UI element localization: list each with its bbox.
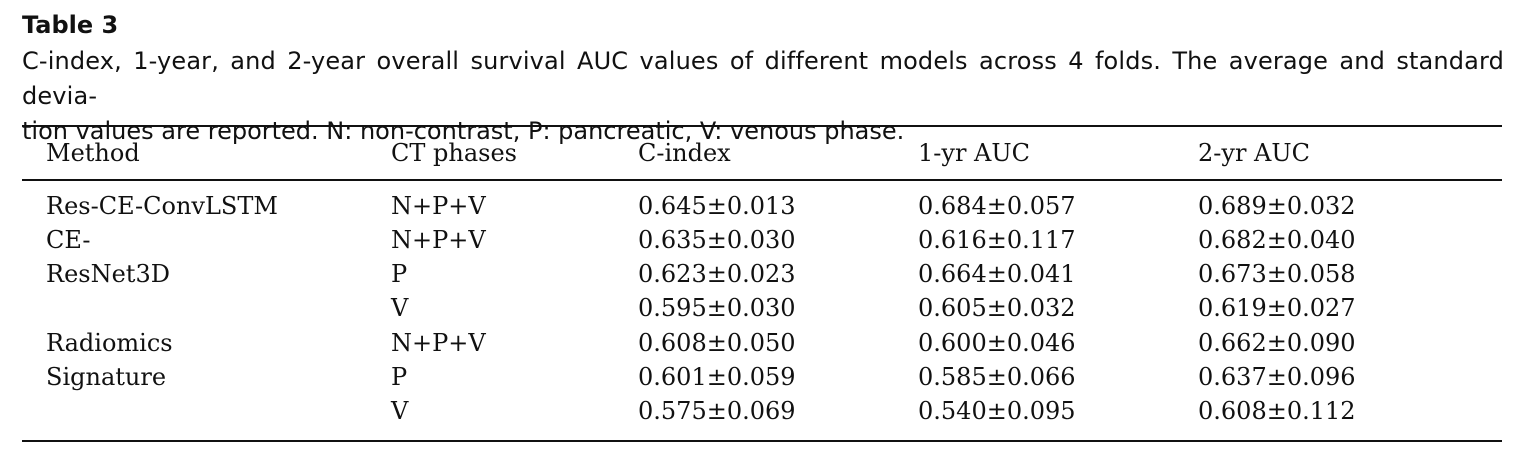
cell-c-index: 0.608±0.050 (638, 329, 796, 357)
table-caption: C-index, 1-year, and 2-year overall surv… (22, 44, 1504, 149)
cell-c-index: 0.601±0.059 (638, 363, 796, 391)
cell-ct-phases: P (391, 363, 408, 391)
cell-2yr-auc: 0.637±0.096 (1198, 363, 1356, 391)
table-top-rule (22, 125, 1502, 127)
cell-1yr-auc: 0.540±0.095 (918, 397, 1076, 425)
cell-method: CE- (46, 226, 91, 254)
cell-c-index: 0.645±0.013 (638, 192, 796, 220)
cell-c-index: 0.575±0.069 (638, 397, 796, 425)
cell-ct-phases: V (391, 397, 409, 425)
table-bottom-rule (22, 440, 1502, 442)
cell-ct-phases: N+P+V (391, 192, 486, 220)
cell-1yr-auc: 0.585±0.066 (918, 363, 1076, 391)
column-header-1yr-auc: 1-yr AUC (918, 139, 1030, 167)
caption-line-1: C-index, 1-year, and 2-year overall surv… (22, 47, 1504, 110)
cell-ct-phases: P (391, 260, 408, 288)
cell-2yr-auc: 0.608±0.112 (1198, 397, 1356, 425)
cell-method: ResNet3D (46, 260, 170, 288)
table-label: Table 3 (22, 11, 119, 39)
cell-c-index: 0.623±0.023 (638, 260, 796, 288)
cell-2yr-auc: 0.619±0.027 (1198, 294, 1356, 322)
cell-1yr-auc: 0.600±0.046 (918, 329, 1076, 357)
column-header-c-index: C-index (638, 139, 731, 167)
cell-1yr-auc: 0.684±0.057 (918, 192, 1076, 220)
cell-1yr-auc: 0.616±0.117 (918, 226, 1076, 254)
cell-c-index: 0.595±0.030 (638, 294, 796, 322)
cell-ct-phases: N+P+V (391, 329, 486, 357)
cell-2yr-auc: 0.689±0.032 (1198, 192, 1356, 220)
column-header-ct-phases: CT phases (391, 139, 517, 167)
column-header-method: Method (46, 139, 140, 167)
cell-c-index: 0.635±0.030 (638, 226, 796, 254)
cell-method: Radiomics (46, 329, 173, 357)
cell-2yr-auc: 0.673±0.058 (1198, 260, 1356, 288)
cell-ct-phases: N+P+V (391, 226, 486, 254)
caption-line-2: tion values are reported. N: non-contras… (22, 117, 905, 145)
table-header-rule (22, 179, 1502, 181)
cell-method: Signature (46, 363, 167, 391)
column-header-2yr-auc: 2-yr AUC (1198, 139, 1310, 167)
cell-2yr-auc: 0.682±0.040 (1198, 226, 1356, 254)
cell-1yr-auc: 0.605±0.032 (918, 294, 1076, 322)
cell-1yr-auc: 0.664±0.041 (918, 260, 1076, 288)
cell-2yr-auc: 0.662±0.090 (1198, 329, 1356, 357)
cell-ct-phases: V (391, 294, 409, 322)
cell-method: Res-CE-ConvLSTM (46, 192, 278, 220)
